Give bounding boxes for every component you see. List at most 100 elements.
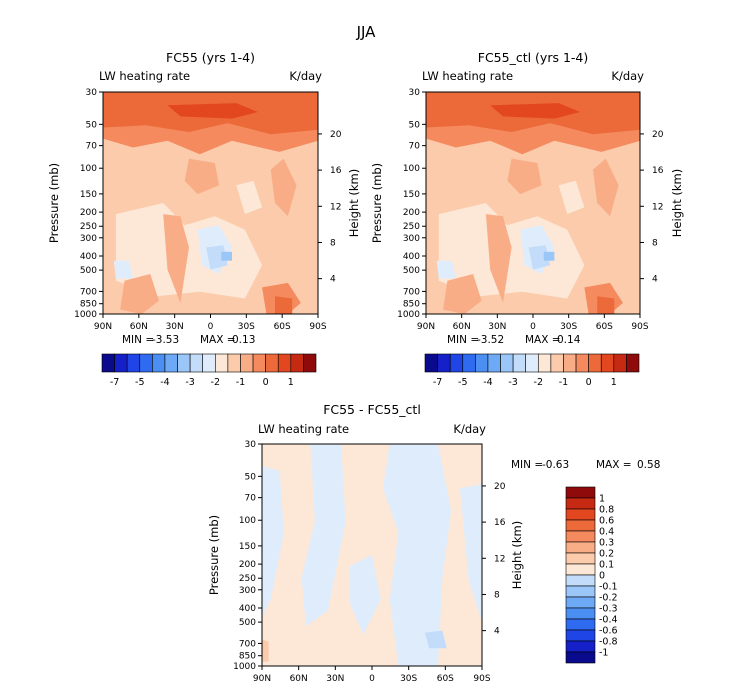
y-tick-label: 400 <box>239 604 256 614</box>
contour-region <box>443 274 482 314</box>
colorbar-swatch <box>565 563 596 576</box>
min-value: -3.53 <box>152 334 179 346</box>
colorbar-swatch <box>565 552 596 565</box>
y-right-tick-label: 12 <box>652 202 663 212</box>
y-tick-label: 300 <box>239 586 256 596</box>
contour-region <box>528 245 551 270</box>
colorbar-swatch <box>565 640 596 653</box>
variable-label: LW heating rate <box>258 422 349 436</box>
colorbar-label: -3 <box>185 377 194 388</box>
y-tick-label: 700 <box>80 287 97 297</box>
colorbar-swatch <box>424 353 438 373</box>
y-right-tick-label: 4 <box>652 275 658 285</box>
colorbar-swatch <box>114 353 128 373</box>
colorbar-swatch <box>139 353 153 373</box>
y-tick-label: 100 <box>239 516 256 526</box>
x-tick-label: 30N <box>326 674 344 684</box>
min-value: -0.63 <box>542 459 569 471</box>
y-right-axis-label: Height (km) <box>510 521 524 590</box>
colorbar-swatch <box>240 353 254 373</box>
colorbar-label: -2 <box>534 377 543 388</box>
y-right-tick-label: 8 <box>330 238 336 248</box>
colorbar-label: 1 <box>288 377 294 388</box>
y-tick-label: 150 <box>239 542 256 552</box>
colorbar-label: -0.6 <box>599 626 618 637</box>
colorbar-swatch <box>565 508 596 521</box>
panel-difference: FC55 - FC55_ctl LW heating rate K/day 90N 60… <box>207 402 660 684</box>
y-tick-label: 400 <box>403 252 420 262</box>
y-axis-label: Pressure (mb) <box>47 163 61 243</box>
x-tick-label: 0 <box>208 322 214 332</box>
x-tick-label: 60S <box>596 322 613 332</box>
contour-region <box>383 444 452 666</box>
max-label: MAX = <box>596 459 632 471</box>
colorbar-label: -5 <box>458 377 467 388</box>
colorbar-label: 0.3 <box>599 538 614 549</box>
contour-region <box>485 214 512 303</box>
contour-region <box>350 555 381 635</box>
colorbar-fc55-ctl: -7 -5 -4 -3 -2 -1 0 1 <box>424 353 640 388</box>
colorbar-swatch <box>202 353 216 373</box>
y-tick-label: 250 <box>80 222 97 232</box>
colorbar-label: -0.2 <box>599 593 618 604</box>
units-label: K/day <box>289 69 322 83</box>
colorbar-swatch <box>525 353 539 373</box>
contour-region <box>558 180 585 215</box>
x-tick-label: 60N <box>290 674 308 684</box>
colorbar-swatch <box>565 497 596 510</box>
colorbar-label: 0.6 <box>599 516 614 527</box>
y-tick-label: 150 <box>403 190 420 200</box>
y-axis-label: Pressure (mb) <box>207 515 221 595</box>
y-right-tick-label: 16 <box>330 166 342 176</box>
colorbar-swatch <box>227 353 241 373</box>
y-tick-label: 250 <box>403 222 420 232</box>
colorbar-label: -2 <box>211 377 220 388</box>
y-tick-label: 200 <box>80 208 97 218</box>
colorbar-label: 0.1 <box>599 560 614 571</box>
colorbar-swatch <box>487 353 501 373</box>
x-tick-label: 60N <box>453 322 471 332</box>
colorbar-fc55: -7 -5 -4 -3 -2 -1 0 1 <box>101 353 317 388</box>
y-tick-label: 100 <box>80 164 97 174</box>
contour-region <box>424 630 447 649</box>
max-value: 0.14 <box>557 334 581 346</box>
colorbar-label: -7 <box>110 377 119 388</box>
variable-label: LW heating rate <box>422 69 513 83</box>
colorbar-label: 0.2 <box>599 549 614 560</box>
colorbar-label: 1 <box>599 494 605 505</box>
x-tick-label: 90S <box>473 674 490 684</box>
contour-region <box>262 639 269 662</box>
colorbar-swatch <box>277 353 292 373</box>
colorbar-label: -0.4 <box>599 615 618 626</box>
colorbar-swatch <box>575 353 589 373</box>
y-tick-label: 250 <box>239 574 256 584</box>
colorbar-swatch <box>626 353 640 373</box>
x-tick-label: 30S <box>560 322 577 332</box>
y-tick-label: 300 <box>80 234 97 244</box>
contour-region <box>507 158 542 195</box>
y-tick-label: 200 <box>403 208 420 218</box>
colorbar-swatch <box>437 353 451 373</box>
colorbar-swatch <box>565 541 596 554</box>
y-right-tick-label: 20 <box>652 130 664 140</box>
panel-title: FC55 - FC55_ctl <box>323 402 421 417</box>
colorbar-label: -1 <box>599 648 608 659</box>
y-right-axis-label: Height (km) <box>670 169 684 238</box>
y-tick-label: 30 <box>409 88 421 98</box>
y-tick-label: 200 <box>239 560 256 570</box>
x-tick-label: 30S <box>238 322 255 332</box>
colorbar-label: 0 <box>586 377 592 388</box>
x-tick-label: 60S <box>274 322 291 332</box>
colorbar-swatch <box>565 607 596 620</box>
y-right-tick-label: 16 <box>652 166 664 176</box>
contour-region <box>490 103 581 119</box>
contour-region <box>167 103 258 119</box>
y-tick-label: 1000 <box>74 310 97 320</box>
colorbar-swatch <box>565 519 596 532</box>
y-tick-label: 700 <box>403 287 420 297</box>
contour-region <box>236 180 263 215</box>
colorbar-swatch <box>265 353 279 373</box>
colorbar-label: -5 <box>135 377 144 388</box>
x-tick-label: 60S <box>437 674 454 684</box>
